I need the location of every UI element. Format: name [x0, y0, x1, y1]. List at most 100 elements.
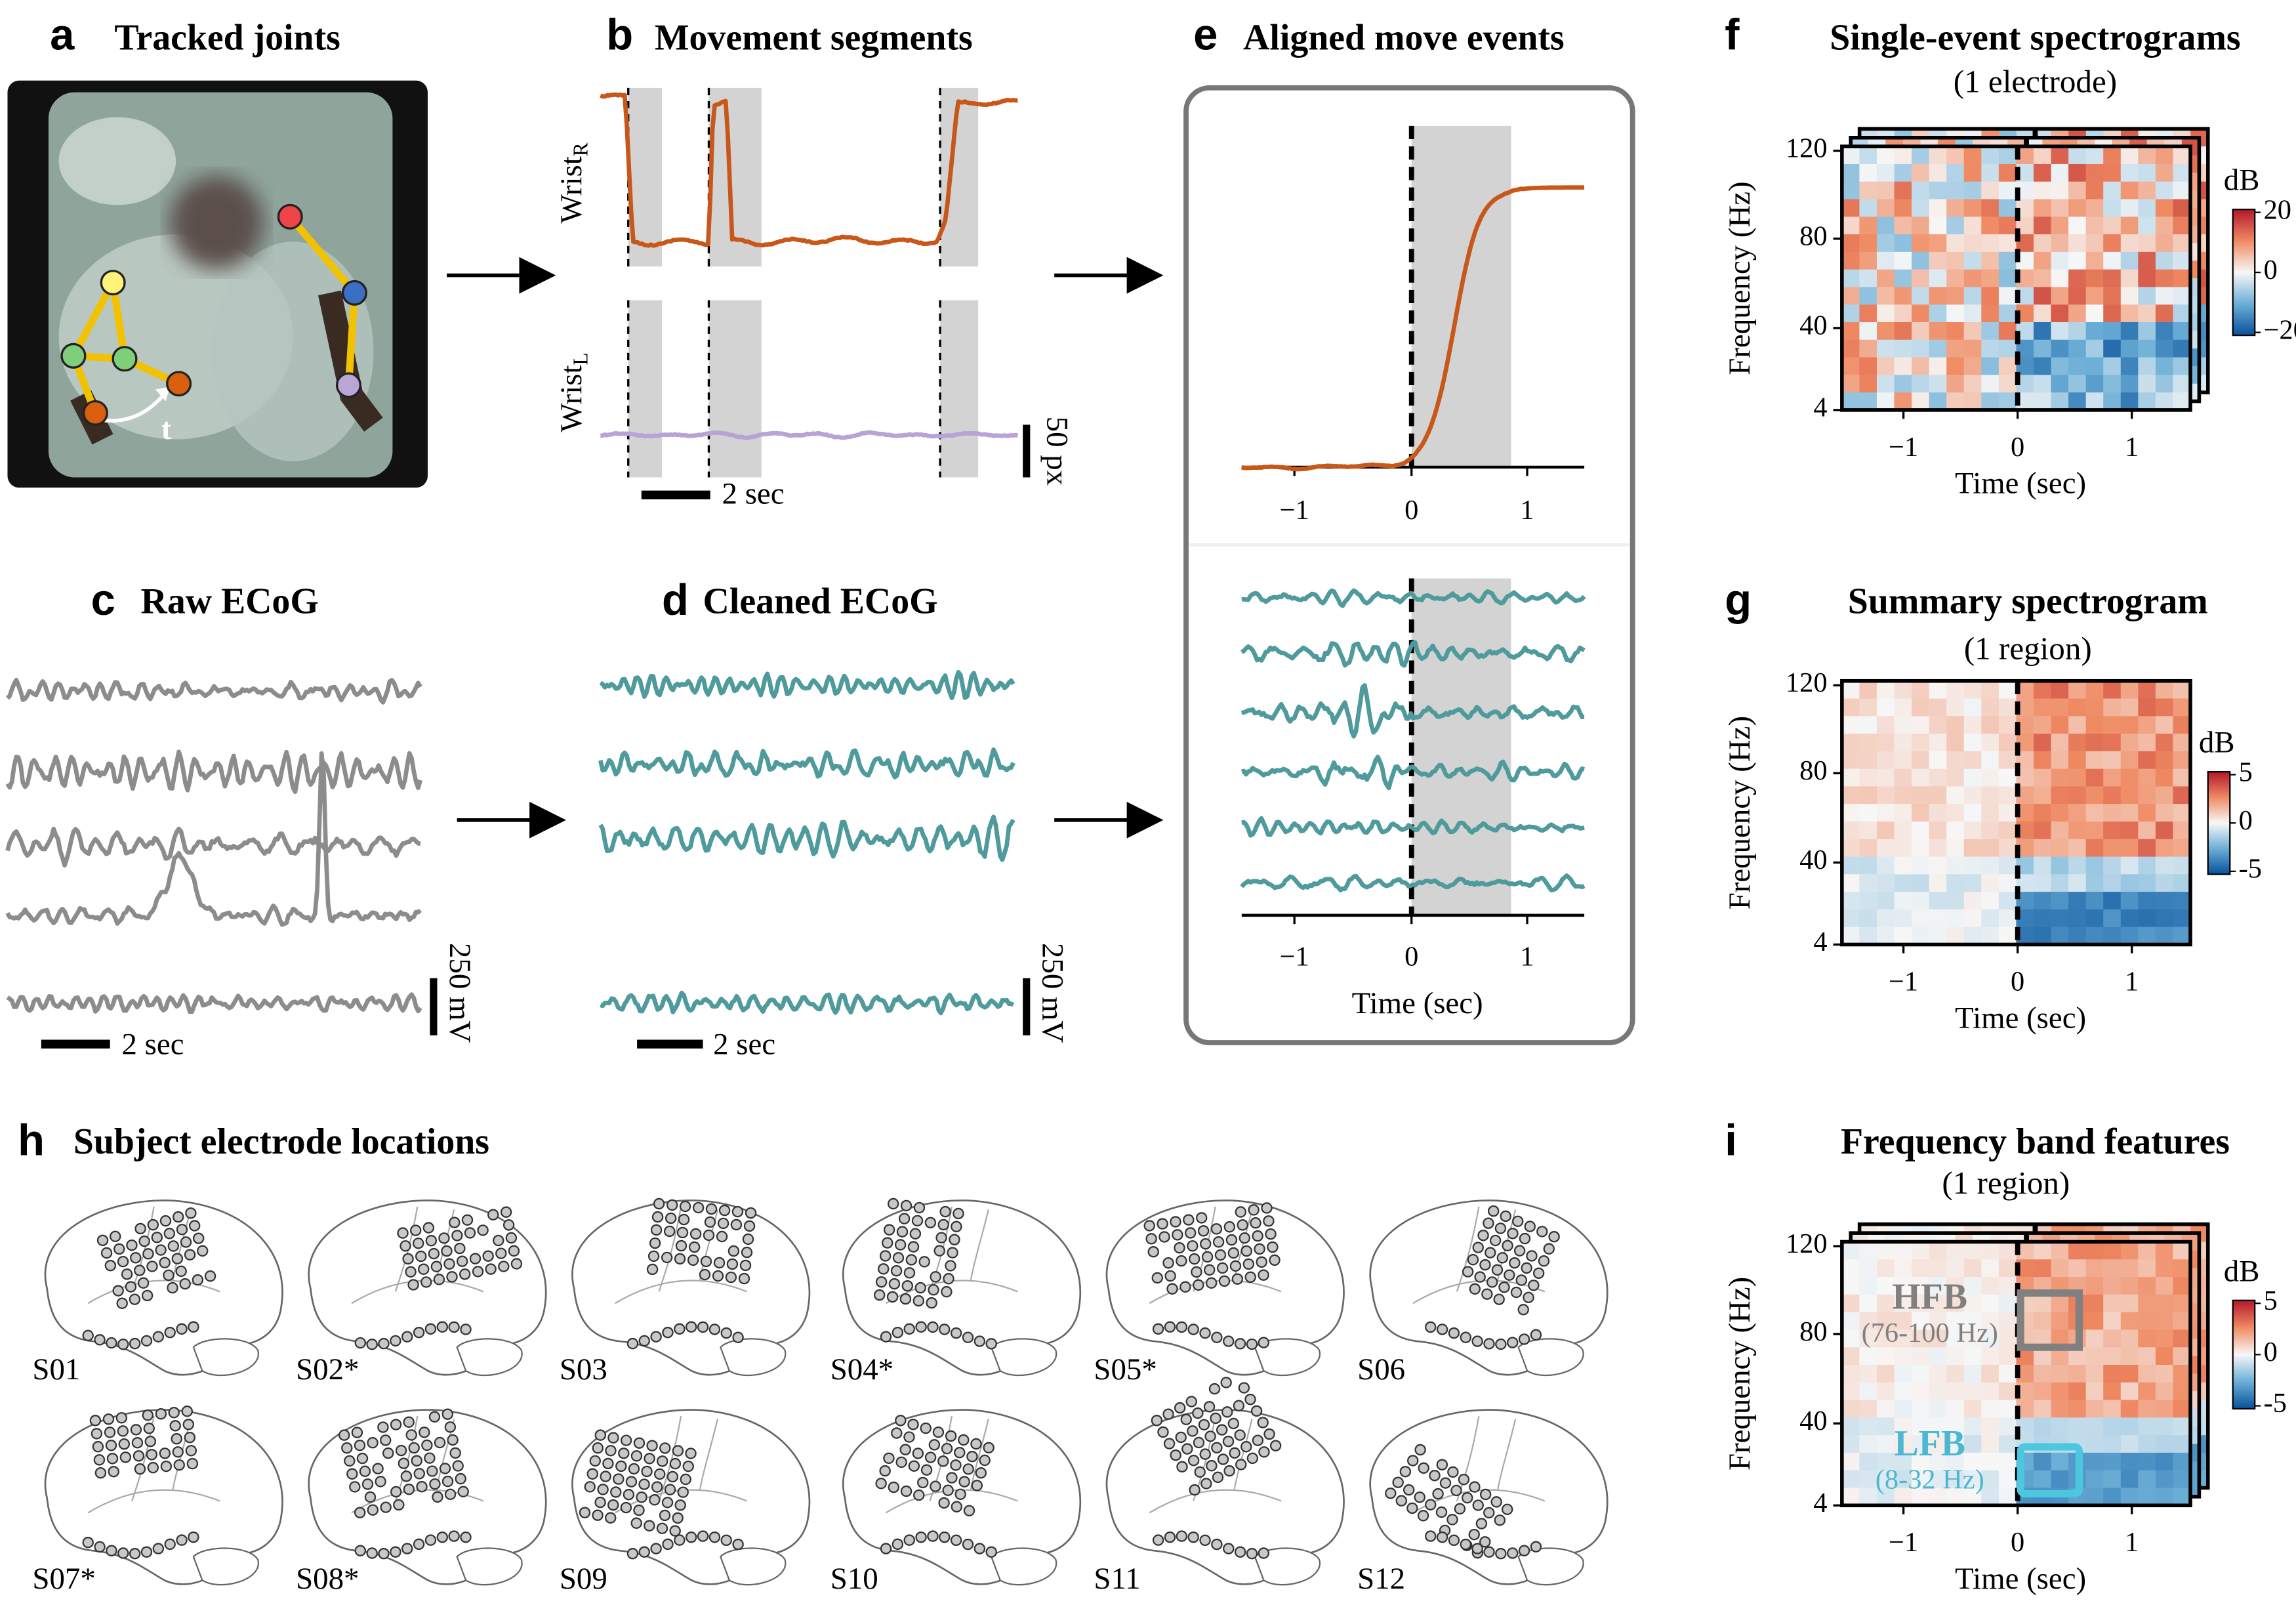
electrode — [1180, 1413, 1192, 1425]
subject-label: S04* — [830, 1352, 893, 1386]
electrode — [1211, 1442, 1223, 1454]
heatmap-cell — [2085, 251, 2104, 270]
electrode — [204, 1270, 216, 1282]
electrode — [169, 1420, 181, 1432]
electrode — [449, 1447, 461, 1459]
heatmap-cell — [1998, 716, 2017, 735]
y-tick-label: 120 — [1786, 133, 1828, 164]
heatmap-cell — [1859, 1241, 1877, 1261]
heatmap-cell — [1912, 856, 1930, 875]
heatmap-cell — [2155, 1364, 2174, 1383]
electrode — [1198, 1419, 1210, 1430]
panel-letter: e — [1193, 10, 1218, 60]
heatmap-cell — [1894, 392, 1912, 411]
heatmap-cell — [1876, 874, 1895, 893]
heatmap-cell — [2085, 839, 2104, 858]
colorbar-tick-label: 0 — [2264, 1337, 2278, 1367]
electrode — [1436, 1531, 1448, 1543]
electrode — [971, 1480, 983, 1491]
electrode — [182, 1419, 195, 1430]
heatmap-cell — [1841, 217, 1860, 235]
heatmap-cell — [2103, 768, 2122, 787]
heatmap-cell — [1998, 1277, 2017, 1295]
electrode — [1205, 1277, 1218, 1289]
heatmap-cell — [2155, 1470, 2174, 1489]
electrode — [1523, 1291, 1534, 1304]
electrode — [1509, 1257, 1521, 1269]
electrode — [899, 1293, 912, 1305]
x-tick-label: −1 — [1280, 495, 1309, 526]
electrode — [954, 1488, 966, 1500]
heatmap-cell — [1929, 1364, 1948, 1383]
electrode — [1217, 1453, 1229, 1465]
heatmap-cell — [2051, 339, 2069, 358]
heatmap-cell — [2051, 322, 2069, 341]
heatmap-cell — [2103, 1294, 2122, 1313]
heatmap-cell — [1841, 287, 1860, 306]
electrode — [1250, 1217, 1261, 1229]
electrode — [718, 1204, 731, 1217]
electrode — [1210, 1223, 1223, 1235]
trace — [598, 814, 1015, 862]
electrode — [441, 1475, 454, 1488]
heatmap-cell — [1963, 269, 1982, 288]
heatmap-cell — [1946, 1364, 1965, 1383]
heatmap-cell — [2051, 822, 2069, 840]
electrode — [1187, 1324, 1199, 1335]
electrode — [1200, 1478, 1212, 1490]
electrode — [688, 1241, 701, 1253]
heatmap-cell — [2155, 181, 2174, 200]
electrode — [979, 1454, 991, 1467]
heatmap-cell — [1876, 1488, 1895, 1507]
electrode — [395, 1444, 407, 1457]
heatmap-cell — [1929, 927, 1948, 946]
electrode — [674, 1323, 686, 1335]
heatmap-cell — [2155, 304, 2174, 323]
heatmap-cell — [1859, 269, 1877, 288]
electrode — [732, 1538, 744, 1551]
heatmap-cell — [2173, 1312, 2191, 1331]
electrode — [963, 1505, 975, 1516]
heatmap-cell — [1929, 892, 1948, 910]
electrode — [1151, 1415, 1163, 1427]
heatmap-cell — [2120, 1259, 2139, 1278]
electrode — [697, 1321, 709, 1333]
electrode — [354, 1337, 367, 1349]
heatmap-cell — [2173, 680, 2191, 699]
heatmap-cell — [1876, 146, 1895, 165]
heatmap-cell — [2120, 892, 2139, 910]
x-tick-label: −1 — [1889, 432, 1918, 463]
electrode — [1203, 1401, 1216, 1413]
heatmap-cell — [1876, 716, 1895, 735]
electrode — [1164, 1270, 1176, 1282]
electrode — [493, 1234, 504, 1247]
heatmap-cell — [1894, 375, 1912, 394]
electrode — [432, 1491, 443, 1503]
electrode — [1237, 1219, 1248, 1231]
heatmap-cell — [1894, 163, 1912, 182]
heatmap-cell — [1894, 234, 1912, 253]
heatmap-cell — [2033, 1470, 2052, 1489]
electrode — [920, 1464, 933, 1476]
heatmap-cell — [2173, 217, 2191, 235]
electrode — [1399, 1465, 1412, 1478]
heatmap-cell — [2103, 1417, 2122, 1436]
heatmap-cell — [2051, 234, 2069, 253]
heatmap-cell — [2138, 892, 2156, 910]
heatmap-cell — [2138, 874, 2156, 893]
electrode — [1429, 1470, 1441, 1482]
electrode — [1185, 1396, 1197, 1407]
heatmap-cell — [1859, 339, 1877, 358]
heatmap-cell — [2155, 751, 2174, 770]
electrode — [1147, 1245, 1159, 1258]
electrode — [1229, 1260, 1242, 1272]
heatmap-cell — [2138, 1312, 2156, 1331]
electrode — [433, 1274, 445, 1285]
electrode — [1214, 1249, 1227, 1261]
segment — [940, 87, 979, 267]
electrode — [895, 1415, 907, 1427]
trace — [5, 749, 423, 795]
heatmap-cell — [2033, 1400, 2052, 1419]
